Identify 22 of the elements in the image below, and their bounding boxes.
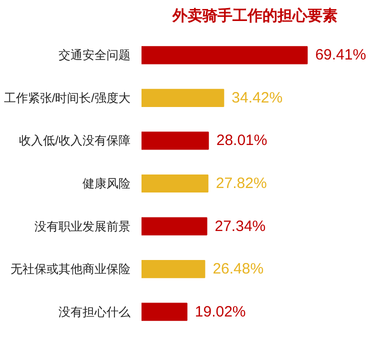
bar (142, 174, 208, 193)
bar (142, 88, 224, 107)
data-label: 69.41% (315, 46, 366, 64)
y-tick-label: 无社保或其他商业保险 (10, 262, 130, 276)
y-tick-label: 收入低/收入没有保障 (19, 134, 131, 148)
bar (142, 132, 209, 150)
y-tick-label: 工作紧张/时间长/强度大 (4, 90, 131, 105)
bar (142, 302, 188, 321)
bar (142, 260, 206, 278)
y-tick-label: 没有职业发展前景 (34, 219, 130, 234)
bar (142, 46, 308, 64)
chart-title: 外卖骑手工作的担心要素 (172, 6, 338, 24)
data-label: 27.34% (214, 218, 266, 235)
y-tick-label: 没有担心什么 (58, 304, 130, 319)
y-tick-label: 交通安全问题 (58, 48, 130, 62)
bar (142, 217, 208, 236)
data-label: 28.01% (216, 132, 268, 150)
data-label: 27.82% (216, 175, 267, 192)
y-tick-label: 健康风险 (82, 176, 130, 190)
data-label: 19.02% (194, 303, 246, 320)
data-label: 34.42% (232, 89, 283, 106)
data-label: 26.48% (212, 260, 264, 278)
